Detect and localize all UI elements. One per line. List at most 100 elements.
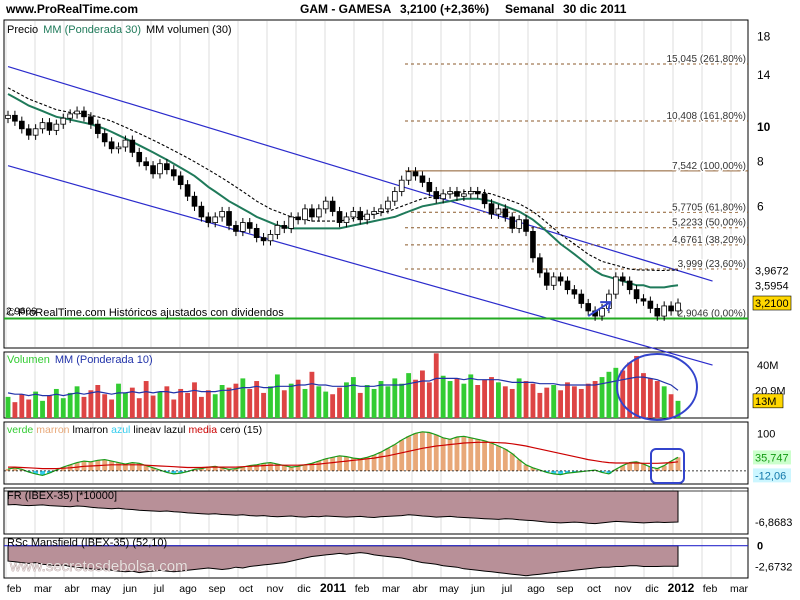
candle-body bbox=[426, 182, 433, 192]
candle-body bbox=[108, 141, 115, 150]
volume-bar bbox=[620, 370, 626, 418]
x-axis-label: mar bbox=[730, 583, 749, 595]
volume-bar bbox=[171, 399, 177, 418]
oscillator-media-line bbox=[8, 441, 679, 470]
volume-bar bbox=[274, 374, 280, 418]
volume-bar bbox=[281, 390, 287, 418]
x-axis-label: ago bbox=[179, 583, 197, 595]
candle-body bbox=[371, 211, 377, 215]
watermark-text: www.secretosdebolsa.com bbox=[9, 558, 188, 575]
candle-body bbox=[81, 110, 87, 118]
volume-bar bbox=[544, 387, 550, 418]
candle-body bbox=[619, 276, 626, 282]
volume-bar bbox=[226, 387, 232, 418]
volume-bar bbox=[330, 394, 336, 418]
volume-bar bbox=[371, 388, 377, 418]
candle-body bbox=[481, 193, 488, 205]
volume-bar bbox=[240, 378, 246, 418]
volume-bar bbox=[420, 370, 425, 418]
x-axis-label: abr bbox=[412, 583, 428, 595]
trend-channel-line bbox=[7, 165, 713, 366]
volume-bar bbox=[81, 396, 87, 418]
candle-body bbox=[60, 117, 67, 125]
arrow-head bbox=[600, 301, 612, 312]
candle-body bbox=[164, 163, 170, 171]
volume-bar bbox=[454, 378, 460, 418]
site-url: www.ProRealTime.com bbox=[6, 2, 139, 16]
volume-bar bbox=[364, 385, 370, 418]
volume-bar bbox=[288, 383, 294, 418]
volume-bar bbox=[178, 388, 184, 418]
volume-bar bbox=[378, 381, 384, 418]
fib-level-label: 7,542 (100,00%) bbox=[672, 161, 746, 172]
x-axis-label: dic bbox=[297, 583, 310, 595]
volume-bar bbox=[675, 400, 681, 418]
oscillator-box-annotation bbox=[650, 448, 685, 484]
volume-bar bbox=[433, 353, 439, 418]
candle-body bbox=[39, 122, 46, 130]
candle-body bbox=[88, 116, 94, 125]
x-axis-label: feb bbox=[703, 583, 718, 595]
oscillator-outline bbox=[7, 431, 679, 477]
candle-body bbox=[502, 208, 509, 218]
volume-bar bbox=[578, 388, 584, 418]
volume-bar bbox=[413, 379, 418, 418]
candle-body bbox=[447, 191, 453, 195]
volume-bar bbox=[12, 402, 18, 418]
candle-body bbox=[488, 203, 495, 215]
candle-body bbox=[350, 211, 357, 218]
ma-dashed-line bbox=[7, 87, 679, 272]
candle-body bbox=[129, 139, 136, 153]
support-label: 2,9606 bbox=[6, 307, 37, 318]
candle-body bbox=[578, 293, 585, 304]
volume-bar bbox=[592, 381, 598, 418]
volume-bar bbox=[565, 382, 570, 418]
x-axis-label: oct bbox=[239, 583, 253, 595]
volume-bar bbox=[47, 395, 52, 418]
volume-bar bbox=[627, 362, 633, 418]
candle-body bbox=[474, 191, 481, 195]
x-axis-label: sep bbox=[557, 583, 574, 595]
volume-bar bbox=[641, 373, 646, 418]
volume-bar bbox=[344, 382, 349, 418]
candle-body bbox=[136, 151, 143, 163]
volume-bar bbox=[475, 385, 481, 418]
volume-bar bbox=[254, 381, 260, 418]
ma30-line bbox=[7, 93, 679, 289]
price-tick-label: 8 bbox=[757, 155, 764, 169]
volume-bar bbox=[192, 382, 197, 418]
price-change: 3,2100 (+2,36%) bbox=[400, 2, 490, 16]
volume-bar bbox=[268, 386, 273, 418]
x-axis-label: feb bbox=[355, 583, 370, 595]
price-legend-item: Precio bbox=[7, 24, 38, 36]
volume-bar bbox=[440, 375, 446, 418]
date-label: 30 dic 2011 bbox=[563, 2, 627, 16]
price-note: © ProRealTime.com Históricos ajustados c… bbox=[7, 307, 284, 319]
volume-bar bbox=[88, 390, 94, 418]
candle-body bbox=[246, 222, 253, 229]
volume-badge-text: 13M bbox=[755, 396, 776, 408]
trend-channel-line bbox=[7, 66, 713, 282]
volume-bar bbox=[447, 381, 453, 418]
volume-bar bbox=[19, 394, 25, 418]
candle-body bbox=[557, 276, 564, 282]
volume-bar bbox=[136, 398, 142, 418]
x-axis-label: mar bbox=[34, 583, 53, 595]
volume-bar bbox=[661, 386, 667, 418]
candle-body bbox=[675, 302, 681, 312]
candle-body bbox=[461, 193, 467, 197]
candle-body bbox=[143, 161, 149, 167]
oscillator-legend-item: cero (15) bbox=[220, 424, 262, 436]
volume-bar bbox=[406, 373, 412, 418]
candle-body bbox=[357, 211, 364, 221]
candle-body bbox=[233, 225, 239, 232]
candle-body bbox=[640, 298, 647, 302]
candle-body bbox=[668, 305, 674, 312]
volume-bar bbox=[606, 371, 612, 418]
candle-body bbox=[550, 276, 557, 286]
mansfield-badge-text: -2,6732 bbox=[755, 561, 792, 573]
fib-level-label: 5,7705 (61,80%) bbox=[672, 202, 746, 213]
price-badge bbox=[753, 263, 791, 278]
price-legend-item: MM volumen (30) bbox=[146, 24, 232, 36]
